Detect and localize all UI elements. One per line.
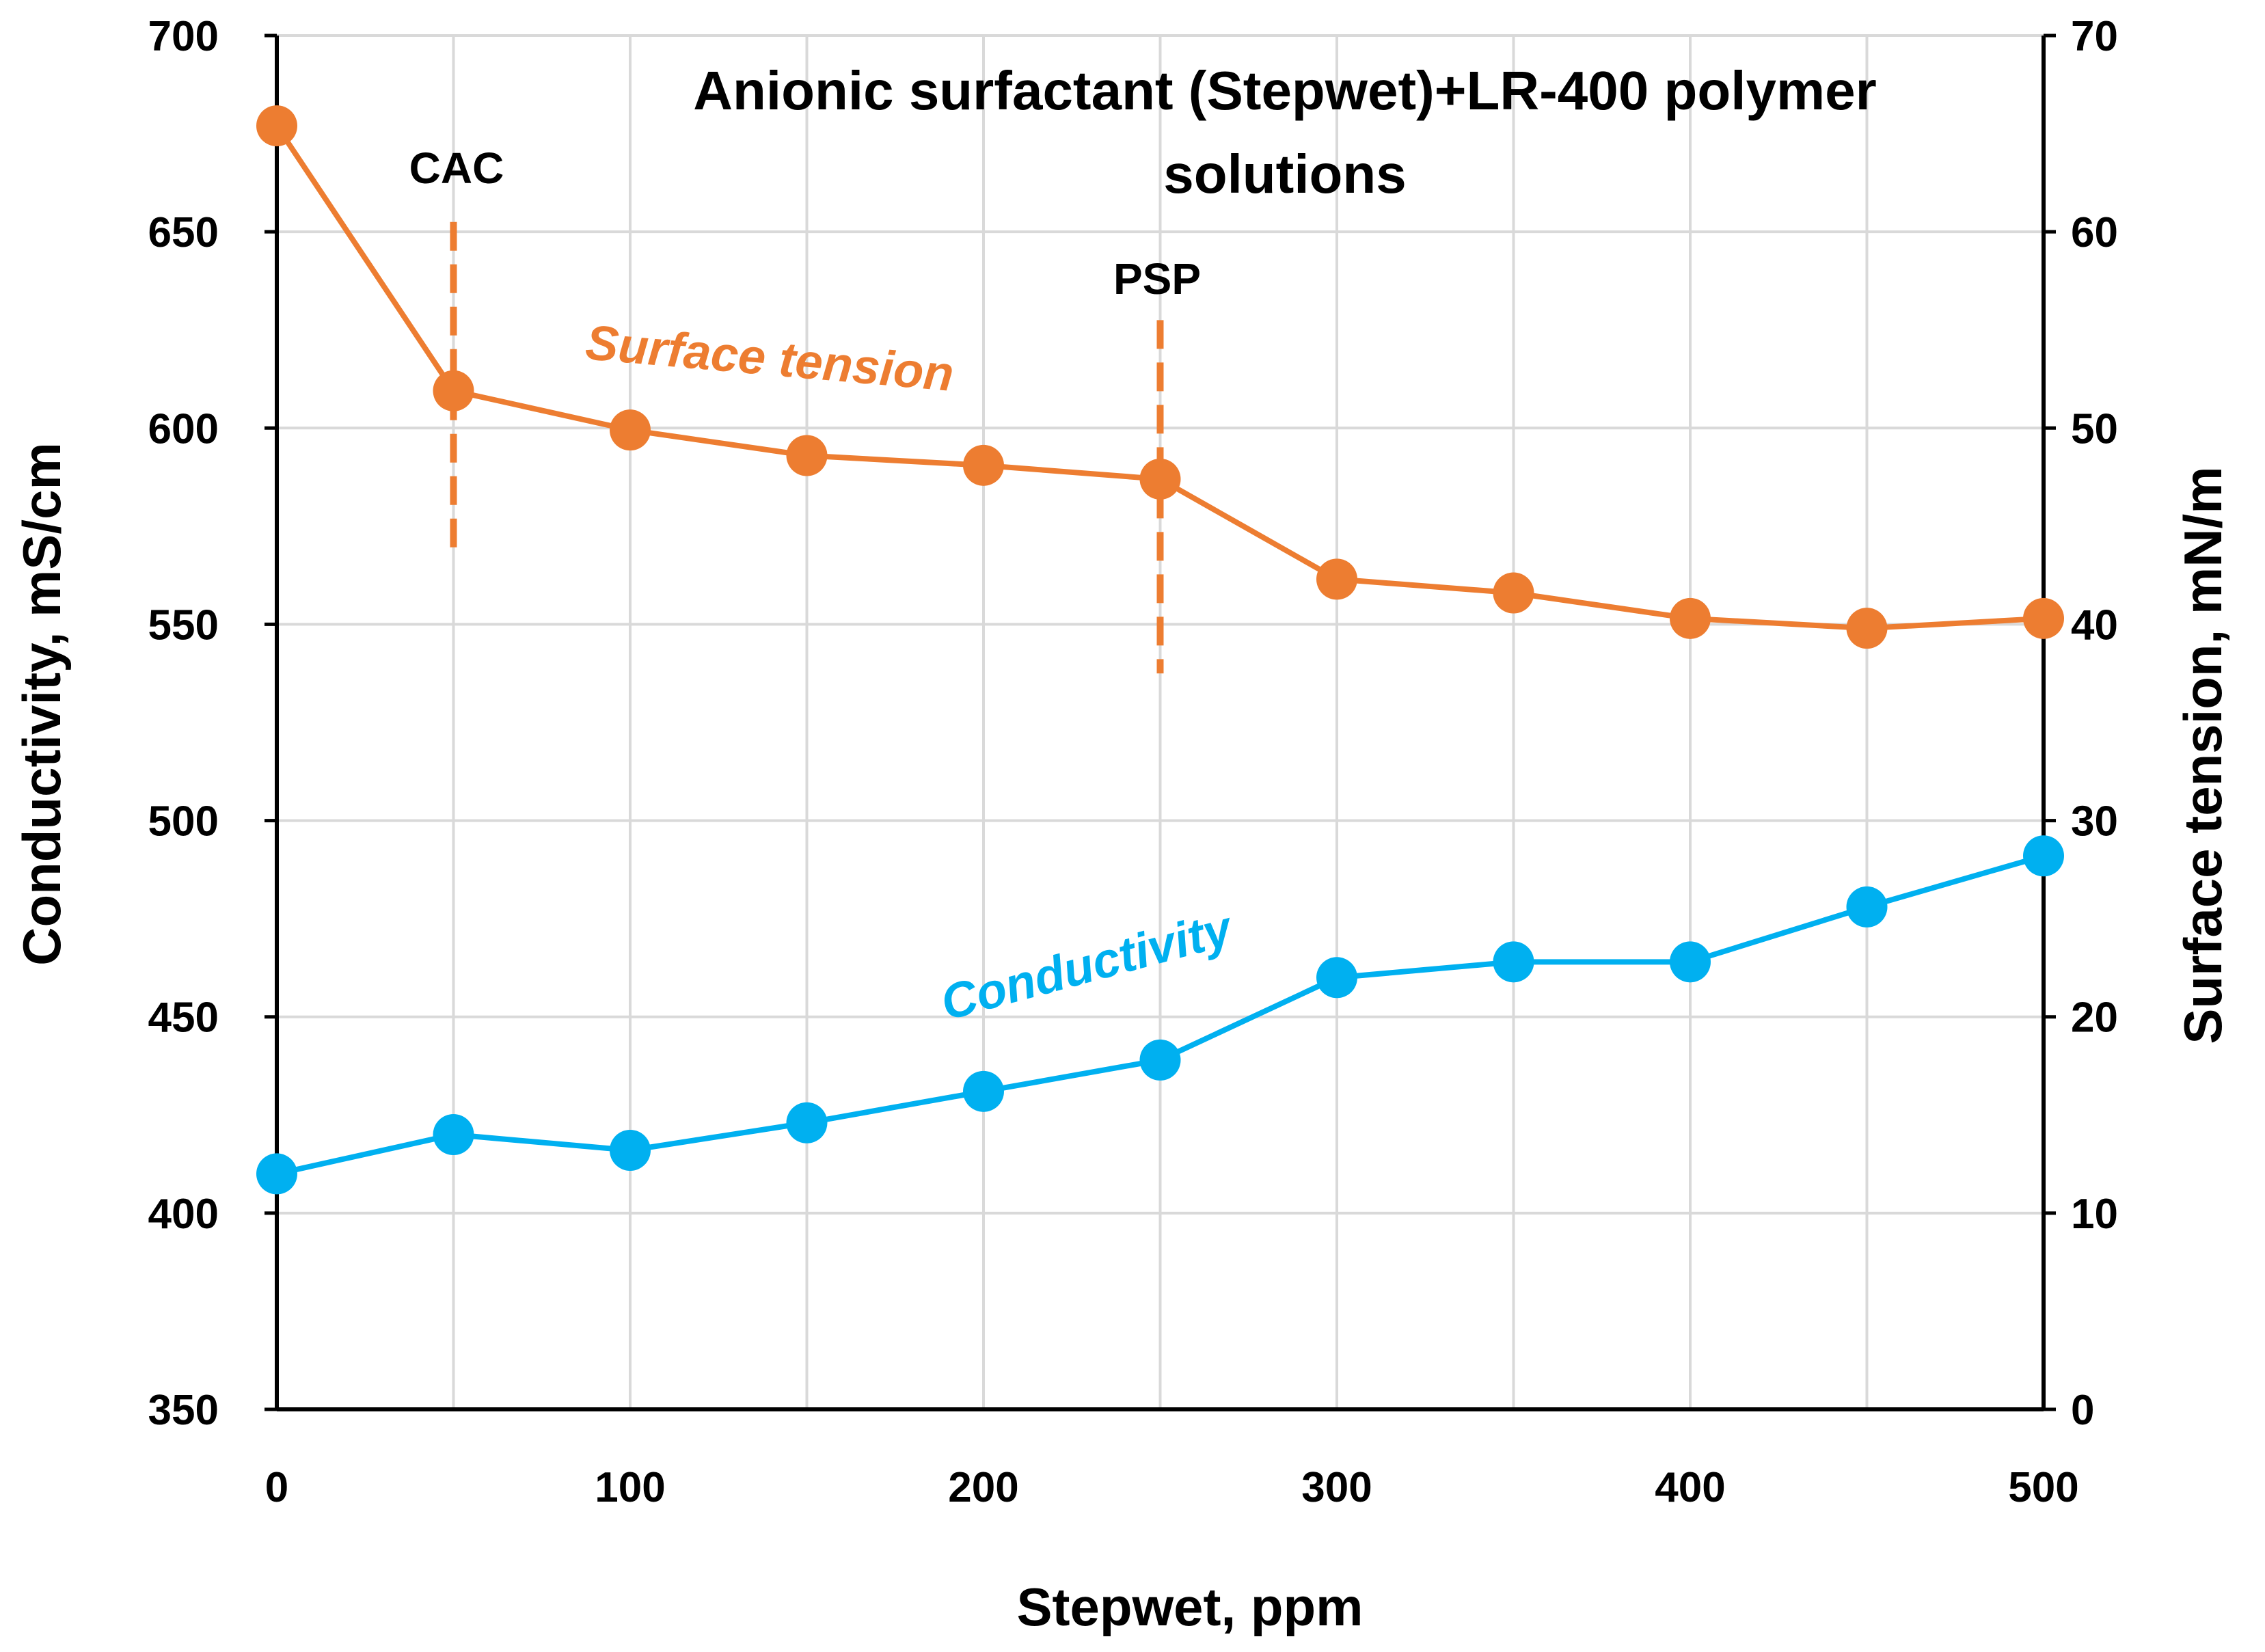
tick-labels: 3504004505005506006507000102030405060700… [148, 13, 2118, 1511]
surface-tension-point-400 [1670, 597, 1711, 639]
y2-tick-label-10: 10 [2071, 1191, 2118, 1238]
surface-tension-point-450 [1846, 608, 1888, 649]
conductivity-point-400 [1670, 941, 1711, 983]
y-tick-label-700: 700 [148, 13, 219, 60]
conductivity-series-label: Conductivity [935, 900, 1240, 1031]
cac-label: CAC [409, 144, 504, 193]
conductivity-point-450 [1846, 886, 1888, 927]
y-tick-label-450: 450 [148, 994, 219, 1042]
conductivity-point-50 [433, 1114, 474, 1155]
conductivity-point-250 [1139, 1039, 1181, 1081]
surface-tension-series-label: Surface tension [584, 315, 956, 402]
surface-tension-point-150 [786, 435, 828, 476]
y-tick-label-600: 600 [148, 405, 219, 452]
y-tick-label-500: 500 [148, 798, 219, 845]
surface-tension-point-500 [2023, 597, 2064, 639]
x-tick-label-500: 500 [2008, 1464, 2078, 1511]
surface-tension-point-50 [433, 370, 474, 411]
surface-tension-point-200 [963, 444, 1004, 486]
y-tick-label-550: 550 [148, 601, 219, 649]
y-tick-label-650: 650 [148, 209, 219, 256]
conductivity-point-150 [786, 1102, 828, 1143]
conductivity-point-200 [963, 1070, 1004, 1112]
conductivity-point-500 [2023, 835, 2064, 877]
x-tick-label-100: 100 [595, 1464, 665, 1511]
y2-tick-label-30: 30 [2071, 798, 2118, 845]
conductivity-point-100 [610, 1129, 651, 1171]
series-group [256, 105, 2064, 1195]
chart-title-line-2: solutions [1163, 144, 1407, 204]
y-tick-label-350: 350 [148, 1387, 219, 1434]
x-tick-label-300: 300 [1301, 1464, 1372, 1511]
surface-tension-point-0 [256, 105, 297, 147]
gridlines [277, 34, 2044, 1409]
conductivity-point-350 [1493, 941, 1534, 983]
surface-tension-point-300 [1316, 558, 1357, 600]
y-tick-label-400: 400 [148, 1191, 219, 1238]
x-axis-title: Stepwet, ppm [1016, 1577, 1363, 1637]
y2-tick-label-40: 40 [2071, 601, 2118, 649]
conductivity-point-0 [256, 1153, 297, 1195]
psp-label: PSP [1113, 254, 1201, 303]
y2-tick-label-60: 60 [2071, 209, 2118, 256]
y2-axis-title: Surface tension, mN/m [2173, 466, 2233, 1044]
y2-tick-label-20: 20 [2071, 994, 2118, 1042]
y2-tick-label-70: 70 [2071, 13, 2118, 60]
x-tick-label-200: 200 [948, 1464, 1018, 1511]
surface-tension-point-350 [1493, 572, 1534, 614]
x-tick-label-0: 0 [265, 1464, 288, 1511]
x-tick-label-400: 400 [1655, 1464, 1725, 1511]
y-axis-title: Conductivity, mS/cm [12, 442, 72, 966]
conductivity-point-300 [1316, 957, 1357, 999]
y2-tick-label-50: 50 [2071, 405, 2118, 452]
y2-tick-label-0: 0 [2071, 1387, 2094, 1434]
surface-tension-point-250 [1139, 458, 1181, 500]
chart-title-line-1: Anionic surfactant (Stepwet)+LR-400 poly… [693, 60, 1876, 121]
surface-tension-point-100 [610, 409, 651, 451]
